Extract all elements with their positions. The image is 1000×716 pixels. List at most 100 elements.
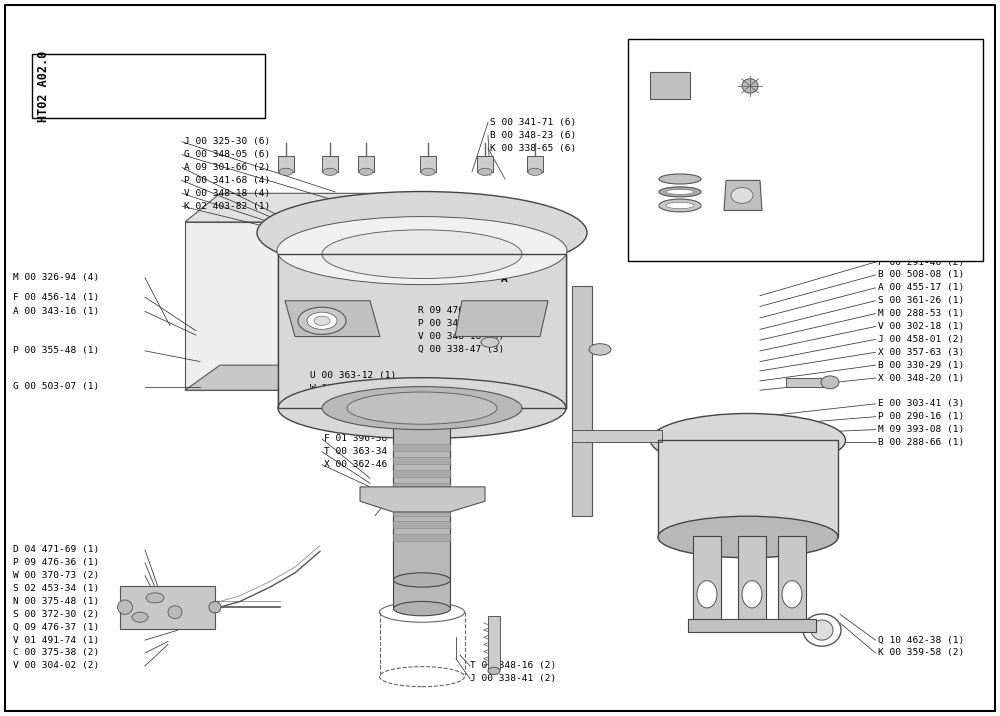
Text: T 00 363-34 (1): T 00 363-34 (1): [324, 448, 410, 456]
Text: A: A: [501, 274, 508, 284]
Text: M 09 393-08 (1): M 09 393-08 (1): [879, 425, 965, 434]
Text: N 00 375-48 (1): N 00 375-48 (1): [13, 597, 99, 606]
Text: S 00 341-71 (6): S 00 341-71 (6): [490, 118, 576, 127]
Bar: [527, 156, 543, 172]
Bar: [393, 521, 450, 528]
Text: B 00 348-23 (6): B 00 348-23 (6): [490, 131, 576, 140]
Text: V 01 491-74 (1): V 01 491-74 (1): [13, 636, 99, 644]
Bar: [32, 54, 265, 118]
Text: V 00 302-18 (1): V 00 302-18 (1): [879, 322, 965, 331]
Ellipse shape: [478, 168, 492, 175]
Polygon shape: [185, 222, 345, 390]
Text: M00 341-66 (2): M00 341-66 (2): [770, 74, 850, 83]
Bar: [393, 495, 450, 503]
Bar: [420, 156, 436, 172]
Bar: [628, 39, 983, 261]
Bar: [393, 444, 450, 451]
Text: A 00 455-17 (1): A 00 455-17 (1): [879, 284, 965, 292]
Text: SWIVEL JOINT PIVOT: SWIVEL JOINT PIVOT: [82, 62, 179, 71]
Text: G 00 348-05 (6): G 00 348-05 (6): [184, 150, 270, 159]
Ellipse shape: [394, 573, 451, 587]
Text: HT02 A02.0: HT02 A02.0: [37, 50, 50, 122]
Text: A 09 301-66 (2): A 09 301-66 (2): [184, 163, 270, 172]
Ellipse shape: [347, 392, 497, 424]
Ellipse shape: [394, 601, 451, 616]
Polygon shape: [724, 180, 762, 211]
Bar: [658, 440, 838, 537]
Bar: [572, 286, 592, 516]
Polygon shape: [455, 301, 548, 337]
Ellipse shape: [659, 199, 701, 212]
Ellipse shape: [209, 601, 221, 613]
Ellipse shape: [659, 187, 701, 197]
Polygon shape: [278, 254, 566, 408]
Text: U 00 363-12 (1): U 00 363-12 (1): [310, 371, 396, 379]
Ellipse shape: [132, 612, 148, 622]
Ellipse shape: [421, 168, 435, 175]
Bar: [488, 616, 500, 669]
Text: V 00 348-18 (3): V 00 348-18 (3): [418, 332, 504, 341]
Ellipse shape: [118, 600, 133, 614]
Ellipse shape: [314, 316, 330, 325]
Text: B 00 330-29 (1): B 00 330-29 (1): [879, 361, 965, 369]
Text: J 00 325-30 (6): J 00 325-30 (6): [184, 137, 270, 146]
Bar: [786, 378, 826, 387]
Ellipse shape: [488, 667, 500, 674]
Ellipse shape: [307, 312, 337, 329]
Ellipse shape: [666, 202, 694, 209]
Ellipse shape: [742, 581, 762, 608]
Text: C 00 373-54 (2): C 00 373-54 (2): [770, 193, 856, 202]
Polygon shape: [778, 536, 806, 626]
Text: W 01 396-30 (1): W 01 396-30 (1): [310, 384, 396, 392]
Text: K 00 359-58 (2): K 00 359-58 (2): [879, 649, 965, 657]
Text: Q 10 462-38 (1): Q 10 462-38 (1): [879, 636, 965, 644]
Text: X 00 362-46 (1): X 00 362-46 (1): [324, 460, 410, 469]
Ellipse shape: [257, 192, 587, 274]
Text: S 02 453-34 (1): S 02 453-34 (1): [13, 584, 99, 593]
Text: P 00 290-16 (1): P 00 290-16 (1): [879, 412, 965, 421]
Text: P 00 355-48 (1): P 00 355-48 (1): [13, 347, 99, 355]
Text: X 00 357-63 (3): X 00 357-63 (3): [879, 348, 965, 357]
Text: K 00 338-65 (6): K 00 338-65 (6): [490, 144, 576, 153]
Text: B: B: [636, 72, 643, 82]
Text: Q 09 476-37 (1): Q 09 476-37 (1): [13, 623, 99, 632]
Text: T 00 348-16 (2): T 00 348-16 (2): [470, 662, 556, 670]
Polygon shape: [185, 365, 380, 390]
Bar: [278, 156, 294, 172]
Text: X XX XXX-XX: X XX XXX-XX: [85, 102, 154, 112]
Text: |HA02 A01(1): |HA02 A01(1): [393, 500, 462, 508]
Text: B 00 508-08 (1): B 00 508-08 (1): [879, 271, 965, 279]
Ellipse shape: [279, 168, 293, 175]
Text: V 00 304-02 (2): V 00 304-02 (2): [13, 662, 99, 670]
Text: W 00 267-46 (2): W 00 267-46 (2): [770, 119, 856, 127]
Text: F 00 291-46 (2): F 00 291-46 (2): [879, 258, 965, 266]
Text: K 02 403-82 (1): K 02 403-82 (1): [184, 202, 270, 211]
Ellipse shape: [658, 516, 838, 558]
Ellipse shape: [742, 79, 758, 93]
Bar: [393, 508, 450, 516]
Text: R 00 374-59 (2): R 00 374-59 (2): [770, 219, 856, 228]
Text: D 00 460-95 (4): D 00 460-95 (4): [770, 206, 856, 215]
Text: P 00 341-68 (3): P 00 341-68 (3): [418, 319, 504, 328]
Text: M 00 288-53 (1): M 00 288-53 (1): [879, 309, 965, 318]
Text: Q 00 338-47 (3): Q 00 338-47 (3): [418, 345, 504, 354]
Text: F 01 396-38 (1): F 01 396-38 (1): [324, 435, 410, 443]
Ellipse shape: [666, 190, 694, 195]
Text: B 00 288-66 (1): B 00 288-66 (1): [879, 438, 965, 447]
Text: R 09 476-38 (2): R 09 476-38 (2): [418, 306, 504, 315]
Text: V 00 348-18 (4): V 00 348-18 (4): [184, 189, 270, 198]
Text: C 00 375-38 (2): C 00 375-38 (2): [13, 649, 99, 657]
Bar: [393, 580, 450, 609]
Ellipse shape: [168, 606, 182, 619]
Text: 2-79: 2-79: [45, 69, 66, 77]
Text: E 00 283-63 (2): E 00 283-63 (2): [770, 132, 856, 140]
Ellipse shape: [731, 188, 753, 203]
Text: M 00 326-94 (4): M 00 326-94 (4): [13, 274, 99, 282]
Bar: [393, 457, 450, 464]
Ellipse shape: [359, 168, 373, 175]
Bar: [572, 430, 662, 442]
Polygon shape: [345, 193, 380, 390]
Text: PIVOT A JOINT TOURNANT: PIVOT A JOINT TOURNANT: [82, 77, 212, 87]
Text: F 00 456-14 (1): F 00 456-14 (1): [13, 293, 99, 301]
Ellipse shape: [697, 581, 717, 608]
